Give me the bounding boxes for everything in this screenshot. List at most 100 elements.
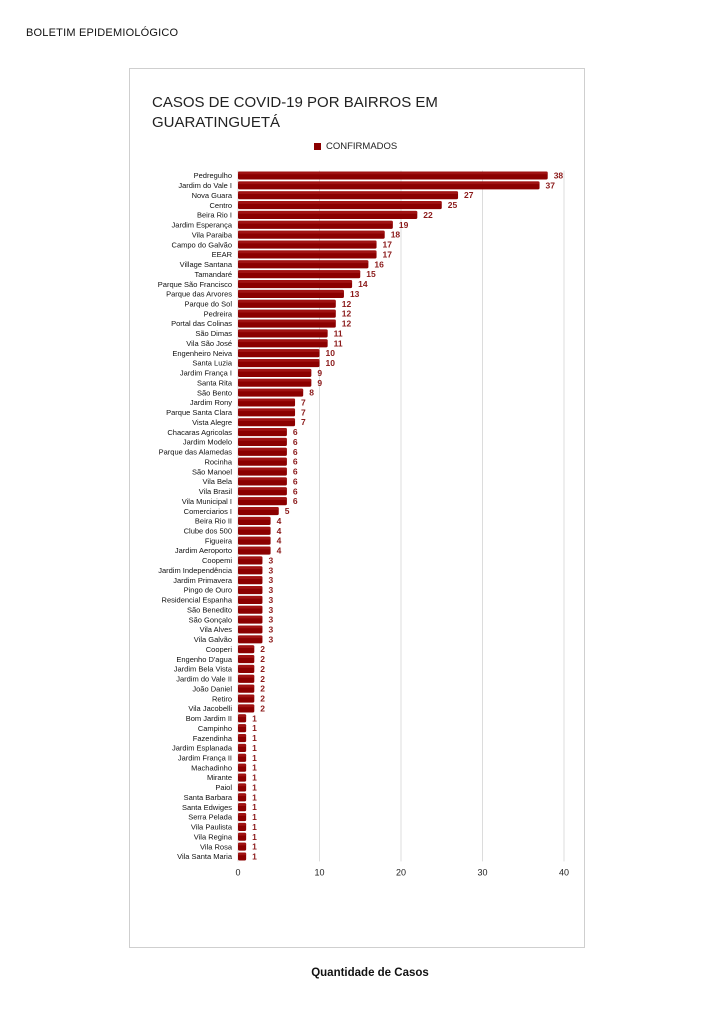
category-label: Parque Santa Clara (166, 408, 233, 417)
value-label: 6 (293, 427, 298, 437)
bar-highlight (238, 773, 247, 777)
category-label: Beira Rio I (197, 211, 232, 220)
bar-highlight (238, 408, 296, 412)
bar-highlight (238, 299, 336, 303)
category-label: Jardim Modelo (183, 438, 232, 447)
value-label: 3 (268, 575, 273, 585)
category-label: Vila Galvão (194, 635, 232, 644)
value-label: 1 (252, 822, 257, 832)
x-tick-label: 0 (235, 867, 240, 877)
category-label: Clube dos 500 (184, 527, 232, 536)
bar-highlight (238, 793, 247, 797)
category-label: Parque do Sol (184, 300, 232, 309)
bar-highlight (238, 457, 287, 461)
bar-highlight (238, 497, 287, 500)
bar-highlight (238, 674, 255, 678)
bar-highlight (238, 358, 320, 362)
bar-highlight (238, 655, 255, 658)
bar-highlight (238, 546, 271, 550)
bar-highlight (238, 743, 247, 747)
bar-highlight (238, 753, 247, 757)
category-label: Parque São Francisco (158, 280, 232, 289)
bar-highlight (238, 734, 247, 737)
bar-highlight (238, 240, 377, 244)
value-label: 3 (268, 555, 273, 565)
category-label: Chacaras Agricolas (167, 428, 232, 437)
bar-highlight (238, 388, 304, 392)
value-label: 4 (277, 516, 282, 526)
category-label: Paiol (215, 783, 232, 792)
bar-highlight (238, 270, 361, 273)
category-label: Campo do Galvão (172, 240, 232, 249)
value-label: 4 (277, 526, 282, 536)
value-label: 7 (301, 417, 306, 427)
value-label: 13 (350, 289, 360, 299)
category-label: Coopemi (202, 556, 232, 565)
value-label: 2 (260, 664, 265, 674)
category-label: Jardim Primavera (173, 576, 233, 585)
category-label: Vila Santa Maria (177, 852, 233, 861)
value-label: 2 (260, 684, 265, 694)
value-label: 3 (268, 565, 273, 575)
value-label: 3 (268, 634, 273, 644)
category-label: Jardim Bela Vista (174, 665, 233, 674)
bar-highlight (238, 605, 263, 609)
value-label: 1 (252, 713, 257, 723)
bar-highlight (238, 220, 393, 224)
category-label: Fazendinha (193, 734, 233, 743)
value-label: 6 (293, 437, 298, 447)
category-label: Serra Pelada (188, 813, 233, 822)
category-label: Vila São José (186, 339, 232, 348)
bar-highlight (238, 556, 263, 560)
category-label: Centro (209, 201, 232, 210)
value-label: 10 (326, 358, 336, 368)
bar-highlight (238, 181, 540, 185)
value-label: 1 (252, 743, 257, 753)
value-label: 11 (334, 328, 343, 338)
value-label: 12 (342, 309, 352, 319)
value-label: 11 (334, 338, 343, 348)
value-label: 6 (293, 447, 298, 457)
x-tick-label: 10 (314, 867, 324, 877)
category-label: Vila Paraiba (192, 230, 233, 239)
bar-highlight (238, 832, 247, 836)
category-label: Comerciarios I (184, 507, 232, 516)
bar-highlight (238, 595, 263, 599)
category-label: Engenho D'agua (176, 655, 232, 664)
bar-highlight (238, 339, 328, 343)
bar-highlight (238, 309, 336, 313)
bar-highlight (238, 191, 459, 195)
category-label: São Benedito (187, 605, 232, 614)
category-label: Jardim Independência (158, 566, 233, 575)
value-label: 3 (268, 605, 273, 615)
category-label: Vila Rosa (200, 842, 233, 851)
category-label: Jardim Aeroporto (175, 546, 232, 555)
bar-highlight (238, 645, 255, 649)
value-label: 1 (252, 792, 257, 802)
value-label: 17 (383, 240, 393, 250)
bar-highlight (238, 250, 377, 254)
x-tick-label: 30 (477, 867, 487, 877)
category-label: Santa Luzia (192, 359, 232, 368)
value-label: 4 (277, 536, 282, 546)
bar-highlight (238, 536, 271, 540)
value-label: 9 (317, 368, 322, 378)
bar-highlight (238, 171, 548, 175)
value-label: 4 (277, 546, 282, 556)
chart-title: CASOS DE COVID-19 POR BAIRROS EM GUARATI… (152, 94, 438, 131)
value-label: 1 (252, 733, 257, 743)
category-label: Jardim Esperança (172, 221, 233, 230)
bar-highlight (238, 714, 247, 718)
legend-swatch (314, 143, 321, 150)
category-label: Parque das Arvores (166, 290, 232, 299)
category-label: Jardim Esplanada (172, 744, 233, 753)
value-label: 1 (252, 782, 257, 792)
value-label: 6 (293, 486, 298, 496)
value-label: 2 (260, 674, 265, 684)
category-label: Nova Guara (192, 191, 233, 200)
category-label: João Daniel (192, 684, 232, 693)
value-label: 22 (423, 210, 433, 220)
bar-highlight (238, 852, 247, 856)
category-label: Pingo de Ouro (184, 586, 232, 595)
bar-highlight (238, 319, 336, 323)
